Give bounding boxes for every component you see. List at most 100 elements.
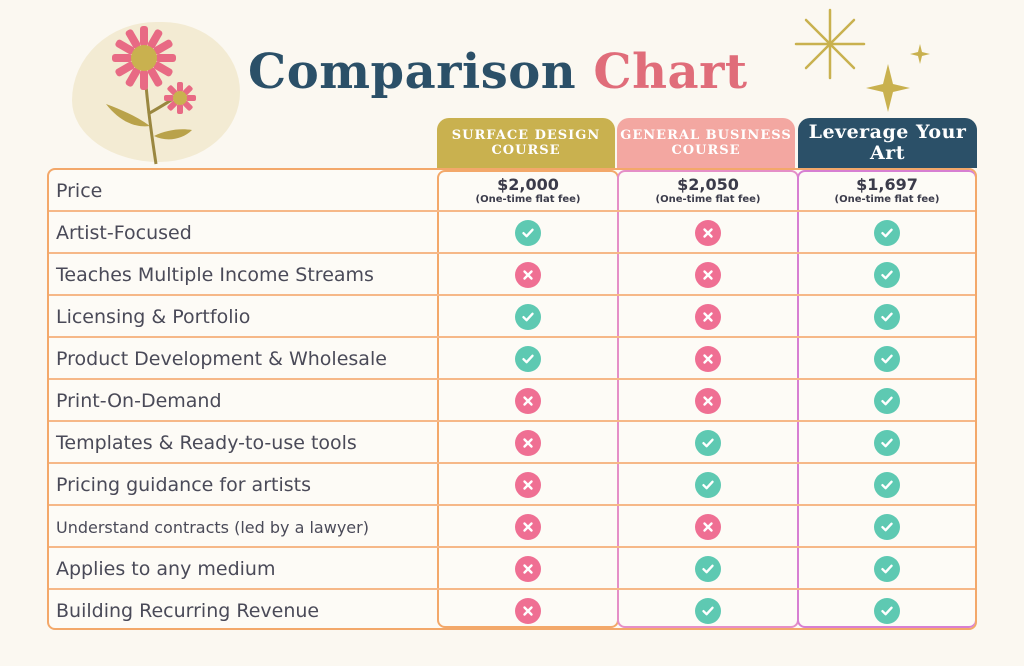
x-circle-icon	[515, 262, 541, 288]
column-header-label: SURFACE DESIGN COURSE	[451, 128, 601, 158]
table-cell	[438, 254, 618, 296]
check-circle-icon	[515, 220, 541, 246]
x-circle-icon	[515, 598, 541, 624]
column-header-general-business: GENERAL BUSINESS COURSE	[617, 118, 795, 168]
check-circle-icon	[874, 598, 900, 624]
check-circle-icon	[695, 430, 721, 456]
page-title: Comparison Chart	[248, 42, 748, 102]
table-row: Print-On-Demand	[49, 380, 975, 422]
row-label: Applies to any medium	[56, 558, 276, 580]
decor-blob	[72, 22, 240, 162]
table-row: Understand contracts (led by a lawyer)	[49, 506, 975, 548]
column-header-label: GENERAL BUSINESS COURSE	[620, 128, 792, 158]
row-label: Artist-Focused	[56, 222, 192, 244]
x-circle-icon	[515, 388, 541, 414]
column-border-3	[797, 170, 975, 628]
x-circle-icon	[695, 220, 721, 246]
table-cell	[618, 296, 798, 338]
price-cell: $2,050 (One-time flat fee)	[618, 170, 798, 212]
table-cell	[438, 212, 618, 254]
x-circle-icon	[515, 472, 541, 498]
title-part1: Comparison	[248, 44, 577, 100]
table-row: Pricing guidance for artists	[49, 464, 975, 506]
row-divider	[49, 294, 975, 296]
table-cell	[438, 380, 618, 422]
price-amount: $2,000	[497, 175, 559, 194]
row-divider	[49, 504, 975, 506]
row-divider	[49, 588, 975, 590]
row-label: Pricing guidance for artists	[56, 474, 311, 496]
x-circle-icon	[515, 430, 541, 456]
table-cell	[798, 380, 975, 422]
x-circle-icon	[695, 304, 721, 330]
table-cell	[798, 254, 975, 296]
row-label: Building Recurring Revenue	[56, 600, 320, 622]
table-cell	[798, 212, 975, 254]
table-cell	[798, 422, 975, 464]
price-note: (One-time flat fee)	[655, 194, 761, 205]
row-label: Teaches Multiple Income Streams	[56, 264, 374, 286]
sparkle-icon	[794, 8, 930, 112]
check-circle-icon	[695, 598, 721, 624]
table-cell	[438, 338, 618, 380]
row-divider	[49, 546, 975, 548]
check-circle-icon	[874, 388, 900, 414]
table-cell	[438, 464, 618, 506]
table-cell	[798, 464, 975, 506]
row-label: Price	[56, 180, 103, 202]
table-cell	[438, 296, 618, 338]
comparison-table: Price $2,000 (One-time flat fee) $2,050 …	[47, 168, 977, 630]
x-circle-icon	[515, 514, 541, 540]
table-cell	[798, 296, 975, 338]
table-row: Product Development & Wholesale	[49, 338, 975, 380]
x-circle-icon	[695, 262, 721, 288]
row-divider	[49, 336, 975, 338]
check-circle-icon	[874, 556, 900, 582]
x-circle-icon	[695, 346, 721, 372]
price-cell: $2,000 (One-time flat fee)	[438, 170, 618, 212]
row-divider	[49, 378, 975, 380]
check-circle-icon	[874, 220, 900, 246]
table-row-price: Price $2,000 (One-time flat fee) $2,050 …	[49, 170, 975, 212]
table-cell	[798, 548, 975, 590]
table-row: Teaches Multiple Income Streams	[49, 254, 975, 296]
table-row: Artist-Focused	[49, 212, 975, 254]
table-cell	[798, 506, 975, 548]
table-cell	[618, 464, 798, 506]
row-label: Print-On-Demand	[56, 390, 222, 412]
table-cell	[618, 506, 798, 548]
check-circle-icon	[695, 472, 721, 498]
row-divider	[49, 210, 975, 212]
price-note: (One-time flat fee)	[834, 194, 940, 205]
check-circle-icon	[874, 304, 900, 330]
table-cell	[618, 380, 798, 422]
price-cell: $1,697 (One-time flat fee)	[798, 170, 975, 212]
x-circle-icon	[695, 514, 721, 540]
table-cell	[618, 422, 798, 464]
table-row: Templates & Ready-to-use tools	[49, 422, 975, 464]
check-circle-icon	[874, 346, 900, 372]
table-row: Licensing & Portfolio	[49, 296, 975, 338]
table-cell	[798, 338, 975, 380]
column-header-label: Leverage Your Art	[808, 121, 967, 164]
check-circle-icon	[874, 430, 900, 456]
check-circle-icon	[515, 346, 541, 372]
table-cell	[438, 422, 618, 464]
row-label: Understand contracts (led by a lawyer)	[56, 517, 369, 537]
table-cell	[438, 590, 618, 628]
check-circle-icon	[874, 262, 900, 288]
column-header-surface-design: SURFACE DESIGN COURSE	[437, 118, 615, 168]
row-label: Product Development & Wholesale	[56, 348, 387, 370]
table-cell	[618, 338, 798, 380]
table-cell	[618, 212, 798, 254]
x-circle-icon	[695, 388, 721, 414]
check-circle-icon	[695, 556, 721, 582]
title-part2: Chart	[593, 44, 748, 100]
x-circle-icon	[515, 556, 541, 582]
row-label: Licensing & Portfolio	[56, 306, 251, 328]
flower-icon	[106, 26, 196, 165]
check-circle-icon	[515, 304, 541, 330]
table-cell	[438, 506, 618, 548]
table-cell	[798, 590, 975, 628]
row-divider	[49, 462, 975, 464]
